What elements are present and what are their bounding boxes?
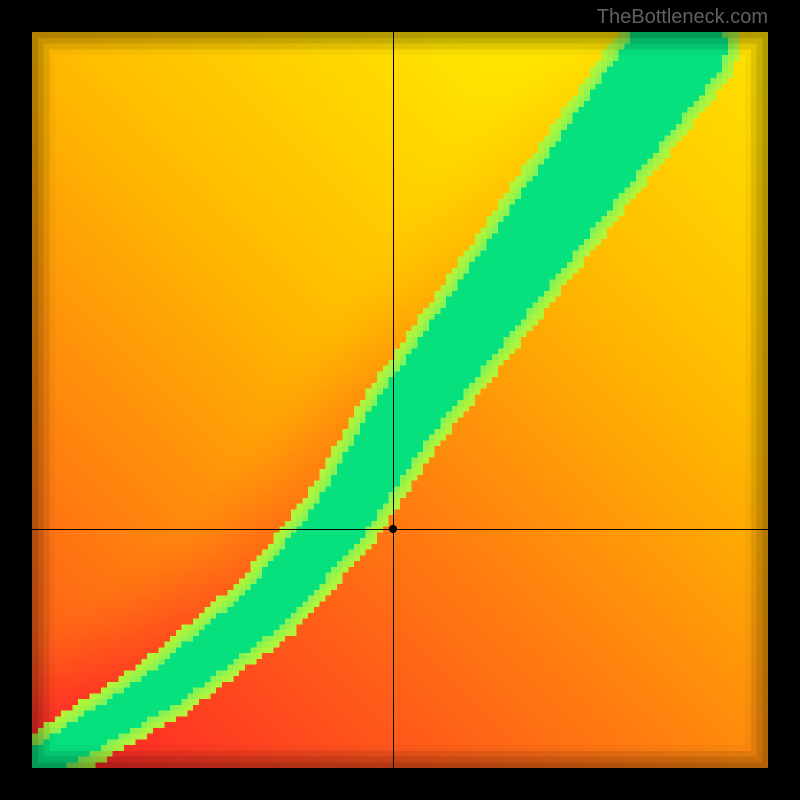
crosshair-vertical [393, 32, 394, 768]
crosshair-horizontal [32, 529, 768, 530]
heatmap-canvas [32, 32, 768, 768]
marker-dot [389, 525, 397, 533]
heatmap-plot [32, 32, 768, 768]
watermark: TheBottleneck.com [597, 6, 768, 29]
